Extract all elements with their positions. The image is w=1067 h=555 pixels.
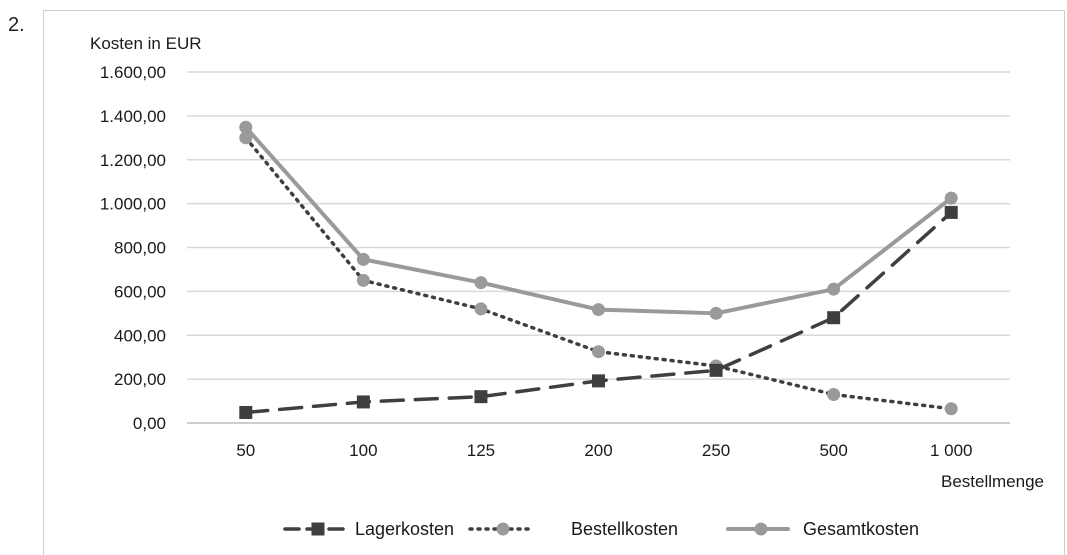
series-gesamtkosten <box>239 120 958 320</box>
data-point <box>592 303 605 317</box>
data-point <box>239 131 253 145</box>
legend-marker <box>496 522 510 536</box>
y-tick-label: 200,00 <box>114 370 166 389</box>
data-point <box>356 273 370 287</box>
legend-label: Lagerkosten <box>355 519 454 539</box>
x-axis-ticks: 50 100 125 200 250 500 1 000 <box>236 441 972 460</box>
data-point <box>592 374 605 388</box>
legend-label: Bestellkosten <box>571 519 678 539</box>
y-tick-label: 800,00 <box>114 239 166 258</box>
data-point <box>239 120 253 134</box>
y-tick-label: 1.200,00 <box>100 151 166 170</box>
x-tick-label: 1 000 <box>930 441 973 460</box>
data-point <box>356 252 370 266</box>
legend: Lagerkosten Bestellkosten Gesamtkosten <box>283 519 919 539</box>
y-tick-label: 400,00 <box>114 326 166 345</box>
series-line <box>244 136 953 411</box>
x-axis-title: Bestellmenge <box>941 472 1044 491</box>
data-point <box>827 282 841 296</box>
y-tick-label: 600,00 <box>114 282 166 301</box>
legend-item: Gesamtkosten <box>726 519 919 539</box>
y-axis-ticks: 0,00 200,00 400,00 600,00 800,00 1.000,00 1.20… <box>100 63 166 433</box>
y-tick-label: 1.000,00 <box>100 195 166 214</box>
data-point <box>944 191 958 205</box>
data-point <box>944 205 958 219</box>
y-axis-title: Kosten in EUR <box>90 34 202 53</box>
series-group <box>239 120 958 419</box>
data-point <box>474 276 488 290</box>
data-point <box>356 395 370 409</box>
data-point <box>709 306 723 320</box>
data-point <box>709 363 723 377</box>
x-tick-label: 100 <box>349 441 377 460</box>
data-point <box>827 387 841 401</box>
data-point <box>239 405 253 419</box>
data-point <box>827 311 841 325</box>
legend-marker <box>754 522 768 536</box>
y-tick-label: 1.400,00 <box>100 107 166 126</box>
data-point <box>944 402 958 416</box>
legend-item: Lagerkosten <box>283 519 454 539</box>
series-line <box>243 125 954 316</box>
item-number: 2. <box>8 14 25 36</box>
x-tick-label: 50 <box>236 441 255 460</box>
y-tick-label: 1.600,00 <box>100 63 166 82</box>
data-point <box>592 345 605 359</box>
chart-frame <box>43 10 1065 555</box>
series-lagerkosten <box>239 205 958 419</box>
legend-marker <box>311 522 325 536</box>
x-tick-label: 125 <box>467 441 495 460</box>
legend-item: Bestellkosten <box>468 519 678 539</box>
x-tick-label: 250 <box>702 441 730 460</box>
x-tick-label: 500 <box>819 441 847 460</box>
series-bestellkosten <box>239 131 958 416</box>
data-point <box>474 390 488 404</box>
y-tick-label: 0,00 <box>133 414 166 433</box>
x-tick-label: 200 <box>584 441 612 460</box>
gridlines <box>187 71 1010 424</box>
legend-label: Gesamtkosten <box>803 519 919 539</box>
data-point <box>474 302 488 316</box>
